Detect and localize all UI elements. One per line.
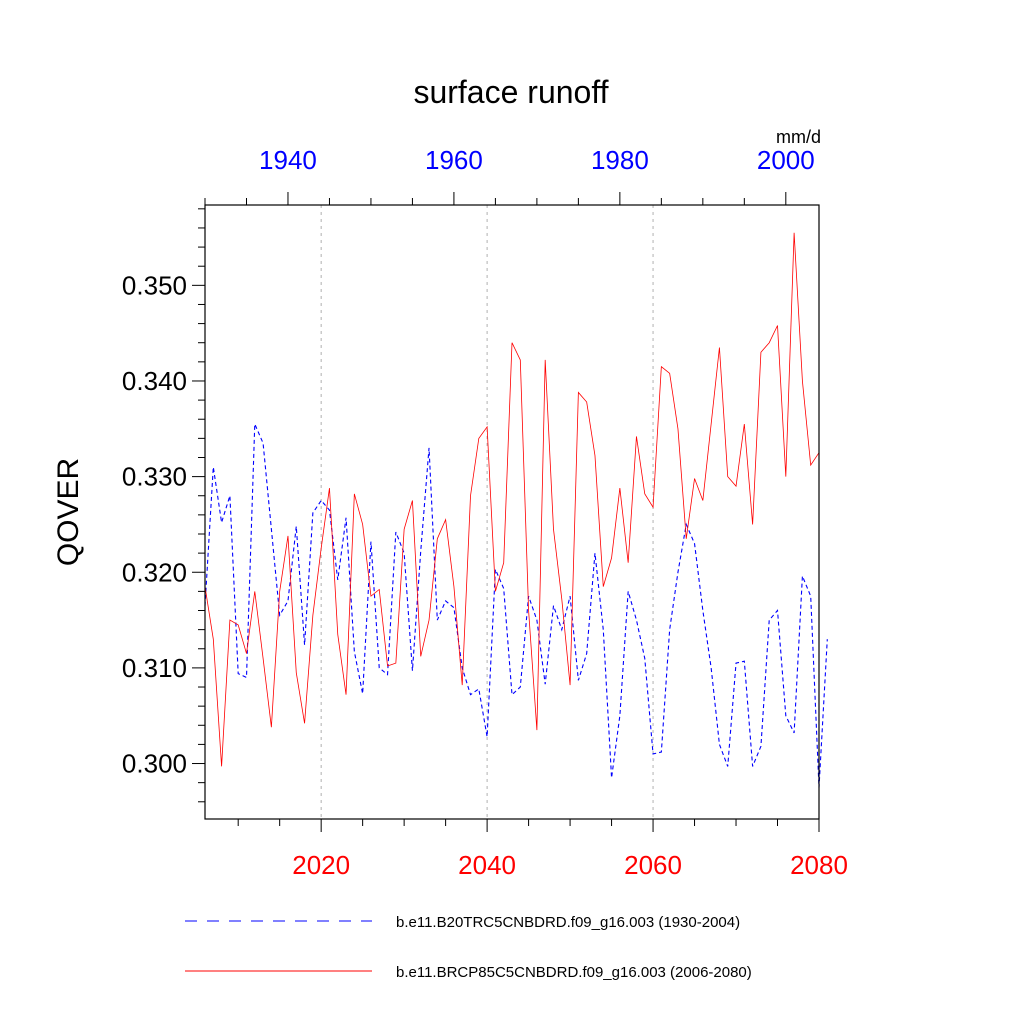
x-bottom-tick-label: 2020 xyxy=(292,850,350,880)
y-tick-label: 0.350 xyxy=(122,270,187,300)
legend: b.e11.B20TRC5CNBDRD.f09_g16.003 (1930-20… xyxy=(185,914,752,981)
x-top-tick-label: 2000 xyxy=(757,145,815,175)
axes: 0.300 0.310 0.320 0.330 0.340 0.350 2020 2040 20… xyxy=(122,145,848,880)
units-label: mm/d xyxy=(776,127,821,147)
y-tick-label: 0.340 xyxy=(122,366,187,396)
x-top-tick-label: 1960 xyxy=(425,145,483,175)
plot-frame xyxy=(204,204,820,820)
x-top-tick-label: 1980 xyxy=(591,145,649,175)
series-lines xyxy=(204,232,828,788)
x-top-tick-label: 1940 xyxy=(259,145,317,175)
x-bottom-tick-label: 2060 xyxy=(624,850,682,880)
grid-lines xyxy=(320,205,654,819)
x-bottom-tick-label: 2080 xyxy=(790,850,848,880)
legend-label-2: b.e11.BRCP85C5CNBDRD.f09_g16.003 (2006-2… xyxy=(396,964,752,981)
y-tick-label: 0.330 xyxy=(122,462,187,492)
x-bottom-tick-label: 2040 xyxy=(458,850,516,880)
legend-label-1: b.e11.B20TRC5CNBDRD.f09_g16.003 (1930-20… xyxy=(396,914,740,931)
y-tick-label: 0.320 xyxy=(122,557,187,587)
y-tick-label: 0.310 xyxy=(122,653,187,683)
y-tick-label: 0.300 xyxy=(122,749,187,779)
y-axis-label: QOVER xyxy=(52,458,85,566)
chart-title: surface runoff xyxy=(413,74,608,110)
series-line-1 xyxy=(204,423,828,788)
series-line-2 xyxy=(204,232,820,767)
